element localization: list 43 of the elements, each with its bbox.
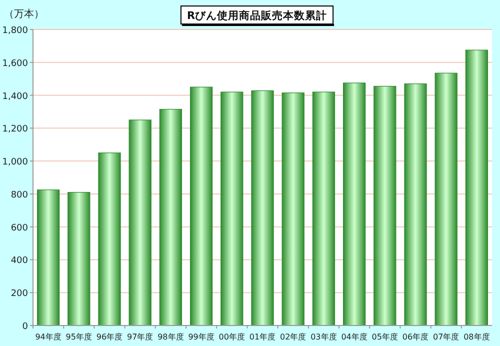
bar bbox=[312, 92, 336, 326]
bar bbox=[404, 83, 427, 326]
y-tick-label: 1,200 bbox=[2, 124, 28, 135]
y-tick-label: 800 bbox=[10, 190, 28, 200]
x-tick-label: 00年度 bbox=[218, 332, 245, 342]
bar bbox=[374, 86, 396, 326]
bar bbox=[68, 192, 90, 326]
x-tick-label: 04年度 bbox=[341, 332, 368, 342]
x-tick-label: 96年度 bbox=[96, 332, 123, 342]
bar bbox=[342, 82, 366, 326]
bar bbox=[251, 90, 274, 326]
x-tick-label: 03年度 bbox=[310, 332, 337, 342]
bar bbox=[159, 108, 182, 326]
y-tick-label: 1,600 bbox=[2, 58, 28, 69]
x-tick-label: 07年度 bbox=[433, 332, 460, 342]
x-tick-label: 08年度 bbox=[464, 332, 490, 342]
x-tick-label: 05年度 bbox=[372, 332, 398, 342]
y-tick-label: 600 bbox=[10, 223, 28, 234]
y-tick-label: 400 bbox=[10, 256, 28, 266]
bar bbox=[282, 92, 304, 326]
y-tick-label: 1,400 bbox=[2, 92, 28, 102]
y-tick-label: 1,000 bbox=[2, 158, 28, 168]
bar bbox=[434, 72, 458, 326]
title: Rびん使用商品販売本数累計 bbox=[180, 6, 334, 26]
bar bbox=[98, 152, 121, 326]
x-tick-label: 95年度 bbox=[66, 332, 92, 342]
x-tick-label: 98年度 bbox=[158, 332, 184, 342]
bar bbox=[465, 50, 488, 326]
x-tick-label: 02年度 bbox=[280, 332, 306, 342]
chart-title: Rびん使用商品販売本数累計 bbox=[186, 9, 328, 22]
y-tick-label: 0 bbox=[22, 322, 28, 332]
bar bbox=[190, 86, 213, 326]
y-tick-label: 200 bbox=[10, 289, 28, 300]
x-tick-label: 99年度 bbox=[188, 332, 214, 342]
bar bbox=[36, 190, 60, 326]
bar bbox=[220, 92, 244, 326]
y-tick-label: 1,800 bbox=[2, 26, 28, 36]
y-axis-title: （万本） bbox=[4, 8, 44, 20]
x-tick-label: 94年度 bbox=[35, 332, 62, 342]
bar bbox=[128, 120, 152, 326]
x-tick-label: 01年度 bbox=[249, 332, 276, 342]
x-tick-label: 97年度 bbox=[127, 332, 154, 342]
x-tick-label: 06年度 bbox=[402, 332, 429, 342]
